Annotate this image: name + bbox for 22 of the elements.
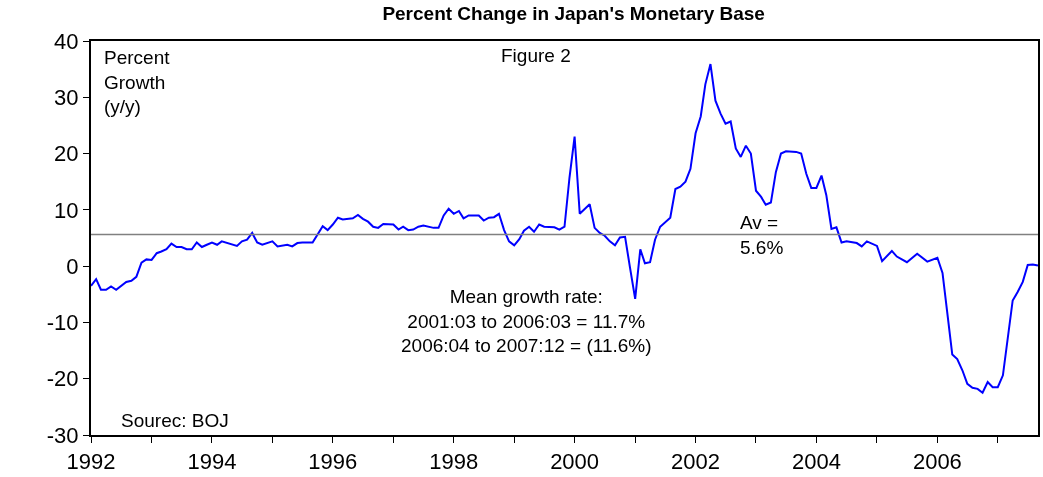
x-tick-label: 1998 — [429, 449, 479, 475]
annotation: Figure 2 — [501, 45, 571, 66]
x-tick-label: 2000 — [550, 449, 600, 475]
x-tick-label: 2006 — [912, 449, 962, 475]
x-tick-label: 2002 — [671, 449, 721, 475]
x-tick-label: 1994 — [187, 449, 237, 475]
ref-line-label: Av = 5.6% — [740, 212, 784, 258]
x-tick-label: 1996 — [308, 449, 358, 475]
y-axis-title: Percent Growth (y/y) — [104, 47, 171, 118]
annotation: Mean growth rate: 2001:03 to 2006:03 = 11.7% 2006:04 to 2007:12 = (11.6%) — [401, 286, 652, 357]
y-tick-label: -10 — [46, 310, 79, 336]
x-tick-label: 2004 — [791, 449, 841, 475]
annotation: Sourec: BOJ — [121, 410, 229, 431]
x-tick-label: 1992 — [66, 449, 116, 475]
y-tick-label: 30 — [54, 84, 79, 110]
y-tick-label: 10 — [54, 197, 79, 223]
y-tick-label: -20 — [46, 366, 79, 392]
y-tick-label: 20 — [54, 141, 79, 167]
chart-title: Percent Change in Japan's Monetary Base — [382, 3, 765, 25]
y-tick-label: 40 — [54, 28, 79, 54]
y-tick-label: 0 — [66, 253, 79, 279]
y-tick-label: -30 — [46, 422, 79, 448]
